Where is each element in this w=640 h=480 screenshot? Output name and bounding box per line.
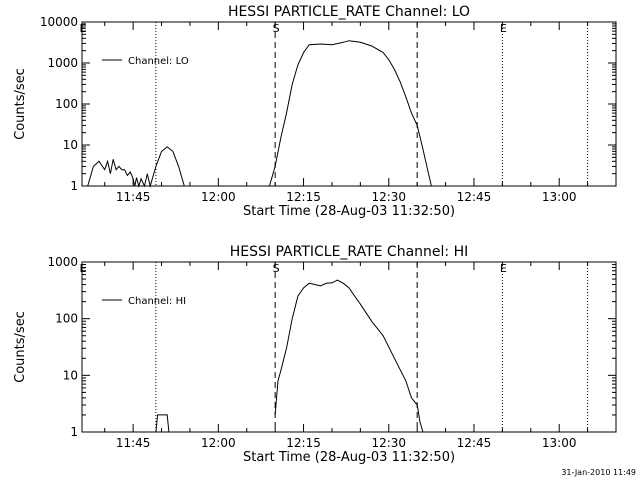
y-axis-label: Counts/sec (13, 311, 28, 383)
x-tick-label: 12:30 (371, 436, 406, 450)
x-tick-label: 12:30 (371, 190, 406, 204)
x-axis-label: Start Time (28-Aug-03 11:32:50) (243, 450, 455, 465)
x-tick-label: 13:00 (542, 436, 577, 450)
legend-label: Channel: LO (128, 56, 189, 67)
y-tick-label: 10 (63, 368, 78, 382)
x-tick-label: 12:45 (457, 436, 492, 450)
chart-panel-hi: HESSI PARTICLE_RATE Channel: HI 1 10 100 100… (13, 244, 617, 465)
series-line (269, 40, 432, 187)
y-tick-label: 1 (70, 179, 78, 193)
marker-label: E (80, 262, 87, 275)
marker-label: S (273, 262, 280, 275)
y-tick-label: 100 (55, 97, 78, 111)
chart-title: HESSI PARTICLE_RATE Channel: LO (228, 4, 470, 20)
x-tick-label: 11:45 (116, 190, 151, 204)
y-tick-label: 100 (55, 312, 78, 326)
y-tick-label: 1000 (47, 255, 78, 269)
y-axis-label: Counts/sec (13, 68, 28, 140)
x-tick-label: 12:15 (286, 190, 321, 204)
x-tick-label: 12:45 (457, 190, 492, 204)
y-tick-label: 1000 (47, 56, 78, 70)
series-line (87, 146, 185, 188)
marker-label: E (500, 262, 507, 275)
y-tick-label: 10000 (40, 15, 78, 29)
legend-label: Channel: HI (128, 296, 186, 307)
x-tick-label: 13:00 (542, 190, 577, 204)
y-tick-label: 1 (70, 425, 78, 439)
x-tick-label: 12:00 (201, 436, 236, 450)
x-tick-label: 12:15 (286, 436, 321, 450)
chart-title: HESSI PARTICLE_RATE Channel: HI (230, 244, 468, 260)
marker-label: E (500, 22, 507, 35)
x-axis-label: Start Time (28-Aug-03 11:32:50) (243, 204, 455, 219)
series-line (274, 279, 424, 433)
x-tick-label: 12:00 (201, 190, 236, 204)
y-tick-label: 10 (63, 138, 78, 152)
marker-label: S (273, 22, 280, 35)
chart-panel-lo: HESSI PARTICLE_RATE Channel: LO 1 10 100 100… (13, 4, 617, 219)
x-tick-label: 11:45 (116, 436, 151, 450)
footer-timestamp: 31-Jan-2010 11:49 (561, 468, 636, 477)
series-line (155, 414, 170, 433)
plot-frame (81, 21, 617, 187)
marker-label: E (80, 22, 87, 35)
